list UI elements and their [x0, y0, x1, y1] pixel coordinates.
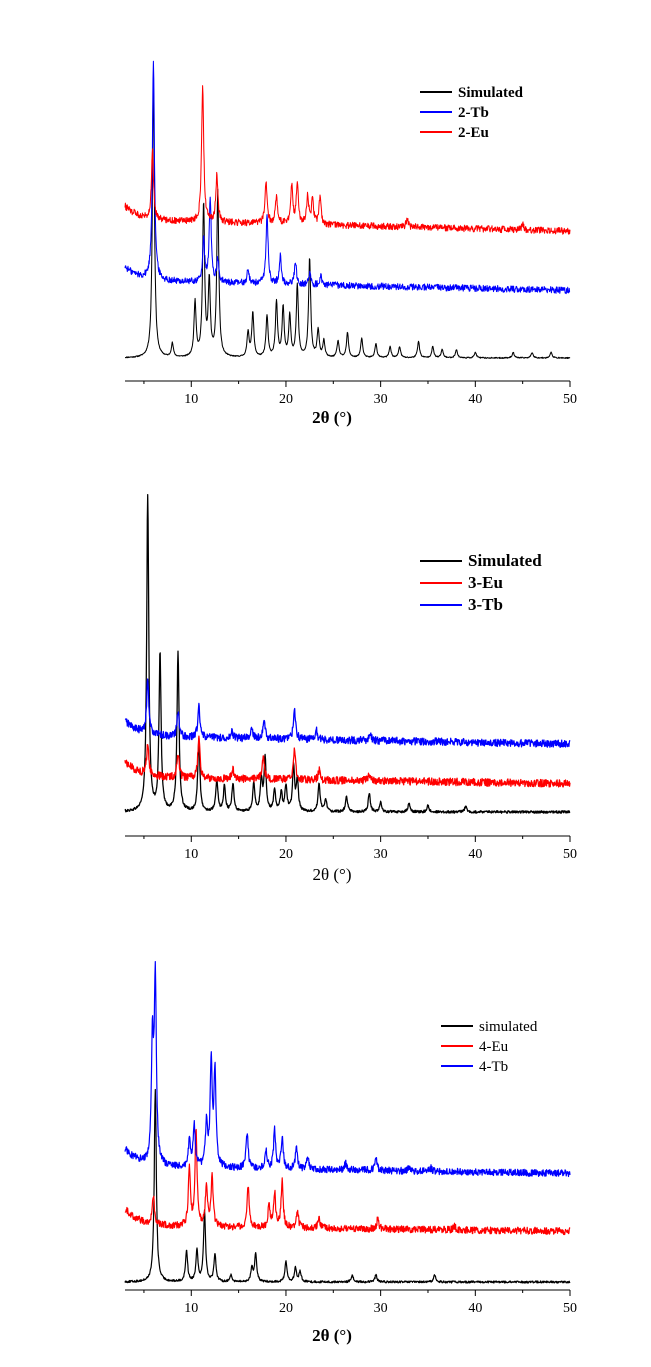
series-line-3-eu: [124, 735, 571, 788]
x-tick-label: 40: [468, 392, 482, 407]
x-tick-label: 30: [374, 847, 388, 862]
series-line-simulated: [124, 493, 571, 814]
legend-label: 3-Tb: [468, 595, 503, 614]
legend: Simulated 2-Tb 2-Eu: [420, 85, 524, 141]
x-axis-title: 2θ (°): [312, 408, 352, 427]
series-line-2-eu: [124, 85, 571, 235]
xrd-chart-3: 10 20 30 40 50 2θ (°) simulated 4-Eu 4-Tb: [124, 960, 577, 1345]
legend-label: 2-Tb: [458, 105, 489, 121]
xrd-chart-2: 10 20 30 40 50 2θ (°) Simulated 3-Eu 3-Tb: [124, 493, 577, 884]
x-tick-label: 30: [374, 392, 388, 407]
legend-label: 4-Tb: [479, 1059, 508, 1075]
series-line-simulated: [124, 81, 571, 360]
legend-label: Simulated: [458, 85, 524, 101]
x-tick-label: 20: [279, 1301, 293, 1316]
x-tick-label: 50: [563, 847, 577, 862]
xrd-panel-3: 10 20 30 40 50 2θ (°) simulated 4-Eu 4-Tb: [0, 900, 651, 1362]
legend-label: simulated: [479, 1019, 538, 1035]
x-tick-label: 10: [184, 1301, 198, 1316]
xrd-panel-2: 10 20 30 40 50 2θ (°) Simulated 3-Eu 3-Tb: [0, 450, 651, 900]
x-ticks: 10 20 30 40 50: [143, 836, 577, 862]
series-line-4-tb: [124, 960, 571, 1178]
series-line-3-tb: [124, 678, 571, 749]
x-tick-label: 10: [184, 847, 198, 862]
x-axis-title: 2θ (°): [312, 865, 351, 884]
trace-group: [124, 493, 571, 814]
x-tick-label: 50: [563, 392, 577, 407]
series-line-2-tb: [124, 60, 571, 295]
legend: simulated 4-Eu 4-Tb: [441, 1019, 538, 1075]
x-tick-label: 10: [184, 392, 198, 407]
x-tick-label: 40: [468, 847, 482, 862]
x-tick-label: 20: [279, 847, 293, 862]
x-tick-label: 30: [374, 1301, 388, 1316]
xrd-chart-1: 10 20 30 40 50 2θ (°) Simulated 2-Tb 2-Eu: [124, 60, 577, 427]
xrd-panel-1: 10 20 30 40 50 2θ (°) Simulated 2-Tb 2-Eu: [0, 0, 651, 450]
trace-group: [124, 60, 571, 360]
legend: Simulated 3-Eu 3-Tb: [420, 551, 542, 614]
x-tick-label: 50: [563, 1301, 577, 1316]
x-ticks: 10 20 30 40 50: [143, 1290, 577, 1316]
x-axis-title: 2θ (°): [312, 1326, 352, 1345]
legend-label: 2-Eu: [458, 125, 489, 141]
x-ticks: 10 20 30 40 50: [143, 381, 577, 407]
x-tick-label: 40: [468, 1301, 482, 1316]
x-tick-label: 20: [279, 392, 293, 407]
series-line-simulated: [124, 1088, 571, 1284]
series-line-4-eu: [124, 1128, 571, 1236]
legend-label: 4-Eu: [479, 1039, 509, 1055]
trace-group: [124, 960, 571, 1284]
legend-label: Simulated: [468, 551, 542, 570]
legend-label: 3-Eu: [468, 573, 503, 592]
